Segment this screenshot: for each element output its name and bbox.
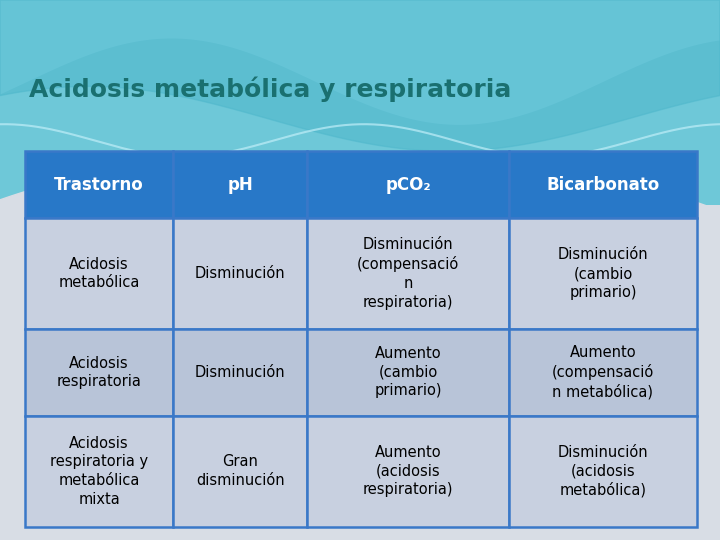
Text: Gran
disminución: Gran disminución [196,455,284,488]
Text: Trastorno: Trastorno [54,176,144,194]
Text: Disminución
(compensació
n
respiratoria): Disminución (compensació n respiratoria) [357,238,459,309]
Bar [173,218,307,329]
Bar [25,151,173,218]
Bar [509,416,697,526]
Bar [25,218,173,329]
Bar [509,218,697,329]
Bar [25,416,173,526]
Bar [173,329,307,416]
Bar [25,329,173,416]
Text: Disminución
(acidosis
metabólica): Disminución (acidosis metabólica) [557,445,648,498]
Bar [307,416,509,526]
Bar [173,151,307,218]
Bar [509,151,697,218]
Text: Aumento
(acidosis
respiratoria): Aumento (acidosis respiratoria) [363,445,454,497]
Text: Acidosis
respiratoria: Acidosis respiratoria [57,355,142,389]
Text: Disminución: Disminución [195,266,285,281]
Text: Acidosis
respiratoria y
metabólica
mixta: Acidosis respiratoria y metabólica mixta [50,436,148,507]
Bar [307,329,509,416]
Text: Acidosis
metabólica: Acidosis metabólica [58,256,140,291]
Bar [307,218,509,329]
Bar [509,329,697,416]
Text: Aumento
(compensació
n metabólica): Aumento (compensació n metabólica) [552,345,654,400]
Text: Disminución
(cambio
primario): Disminución (cambio primario) [557,247,648,300]
Bar [0,0,720,205]
Text: pH: pH [228,176,253,194]
Text: Disminución: Disminución [195,365,285,380]
Text: Acidosis metabólica y respiratoria: Acidosis metabólica y respiratoria [29,76,511,102]
Text: Bicarbonato: Bicarbonato [546,176,660,194]
Text: Aumento
(cambio
primario): Aumento (cambio primario) [374,346,442,399]
Bar [173,416,307,526]
Text: pCO₂: pCO₂ [385,176,431,194]
Bar [307,151,509,218]
